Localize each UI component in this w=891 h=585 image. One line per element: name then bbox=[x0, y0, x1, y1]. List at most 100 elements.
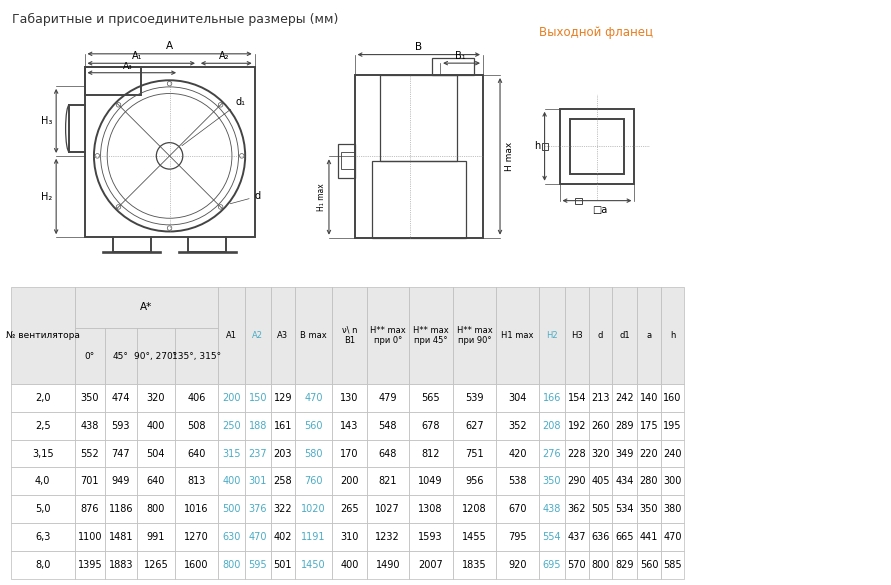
Bar bbox=[245, 550, 271, 579]
Bar bbox=[105, 328, 136, 384]
Text: B₁: B₁ bbox=[455, 51, 466, 61]
Bar bbox=[539, 523, 565, 550]
Bar bbox=[409, 287, 453, 384]
Text: A3: A3 bbox=[277, 331, 289, 340]
Bar bbox=[176, 412, 218, 440]
Text: A*: A* bbox=[140, 302, 152, 312]
Text: 800: 800 bbox=[147, 504, 165, 514]
Text: 678: 678 bbox=[421, 421, 440, 431]
Bar bbox=[612, 384, 637, 412]
Bar bbox=[637, 523, 661, 550]
Bar bbox=[271, 287, 295, 384]
Text: 627: 627 bbox=[465, 421, 484, 431]
Bar bbox=[496, 523, 539, 550]
Bar bbox=[295, 523, 331, 550]
Bar bbox=[11, 287, 75, 384]
Bar bbox=[176, 384, 218, 412]
Text: 129: 129 bbox=[274, 393, 292, 403]
Bar bbox=[75, 287, 218, 328]
Text: 280: 280 bbox=[640, 476, 658, 486]
Bar bbox=[453, 440, 496, 467]
Bar bbox=[11, 467, 75, 495]
Bar bbox=[539, 550, 565, 579]
Bar bbox=[331, 467, 367, 495]
Bar bbox=[453, 550, 496, 579]
Bar bbox=[637, 412, 661, 440]
Text: 242: 242 bbox=[615, 393, 634, 403]
Text: 630: 630 bbox=[223, 532, 241, 542]
Text: 3,15: 3,15 bbox=[32, 449, 53, 459]
Text: 812: 812 bbox=[421, 449, 440, 459]
Text: 1191: 1191 bbox=[301, 532, 326, 542]
Text: H** max
при 0°: H** max при 0° bbox=[370, 326, 405, 345]
Bar bbox=[565, 412, 589, 440]
Bar bbox=[176, 523, 218, 550]
Text: H₂: H₂ bbox=[41, 191, 53, 201]
Text: 441: 441 bbox=[640, 532, 658, 542]
Text: 350: 350 bbox=[543, 476, 561, 486]
Text: B max: B max bbox=[300, 331, 327, 340]
Bar bbox=[11, 523, 75, 550]
Bar bbox=[542, 143, 548, 150]
Bar bbox=[612, 550, 637, 579]
Text: 1481: 1481 bbox=[109, 532, 133, 542]
Text: 304: 304 bbox=[509, 393, 527, 403]
Text: 695: 695 bbox=[543, 560, 561, 570]
Text: 751: 751 bbox=[465, 449, 484, 459]
Text: 760: 760 bbox=[304, 476, 323, 486]
Text: 665: 665 bbox=[615, 532, 634, 542]
Bar bbox=[409, 495, 453, 523]
Bar bbox=[367, 412, 409, 440]
Circle shape bbox=[218, 205, 223, 209]
Text: 1835: 1835 bbox=[462, 560, 486, 570]
Bar bbox=[295, 287, 331, 384]
Bar bbox=[136, 550, 176, 579]
Bar bbox=[409, 384, 453, 412]
Bar bbox=[637, 495, 661, 523]
Text: H** max
при 90°: H** max при 90° bbox=[456, 326, 493, 345]
Text: 470: 470 bbox=[304, 393, 323, 403]
Text: 479: 479 bbox=[379, 393, 397, 403]
Text: 949: 949 bbox=[111, 476, 130, 486]
Bar bbox=[245, 287, 271, 384]
Bar bbox=[105, 495, 136, 523]
Text: 315: 315 bbox=[223, 449, 241, 459]
Text: A1: A1 bbox=[226, 331, 237, 340]
Text: 2,0: 2,0 bbox=[35, 393, 51, 403]
Bar bbox=[496, 384, 539, 412]
Text: 1232: 1232 bbox=[375, 532, 400, 542]
Bar bbox=[453, 495, 496, 523]
Text: 140: 140 bbox=[640, 393, 658, 403]
Bar bbox=[105, 523, 136, 550]
Text: 400: 400 bbox=[147, 421, 165, 431]
Text: 1020: 1020 bbox=[301, 504, 326, 514]
Text: № вентилятора: № вентилятора bbox=[5, 331, 79, 340]
Bar bbox=[637, 467, 661, 495]
Text: H** max
при 45°: H** max при 45° bbox=[413, 326, 448, 345]
Text: 1049: 1049 bbox=[419, 476, 443, 486]
Bar bbox=[176, 440, 218, 467]
Text: 237: 237 bbox=[249, 449, 267, 459]
Bar bbox=[589, 287, 612, 384]
Bar bbox=[245, 467, 271, 495]
Bar bbox=[85, 67, 141, 95]
Bar bbox=[245, 384, 271, 412]
Bar bbox=[136, 328, 176, 384]
Bar bbox=[367, 550, 409, 579]
Text: H3: H3 bbox=[571, 331, 583, 340]
Bar bbox=[295, 440, 331, 467]
Circle shape bbox=[168, 226, 172, 230]
Text: 276: 276 bbox=[543, 449, 561, 459]
Text: 548: 548 bbox=[379, 421, 397, 431]
Bar bbox=[409, 523, 453, 550]
Text: 438: 438 bbox=[543, 504, 561, 514]
Bar bbox=[637, 287, 661, 384]
Bar bbox=[75, 328, 105, 384]
Bar bbox=[589, 495, 612, 523]
Bar bbox=[612, 412, 637, 440]
Text: 956: 956 bbox=[465, 476, 484, 486]
Text: 220: 220 bbox=[640, 449, 658, 459]
Text: 1270: 1270 bbox=[184, 532, 209, 542]
Text: H1 max: H1 max bbox=[502, 331, 534, 340]
Text: 406: 406 bbox=[187, 393, 206, 403]
